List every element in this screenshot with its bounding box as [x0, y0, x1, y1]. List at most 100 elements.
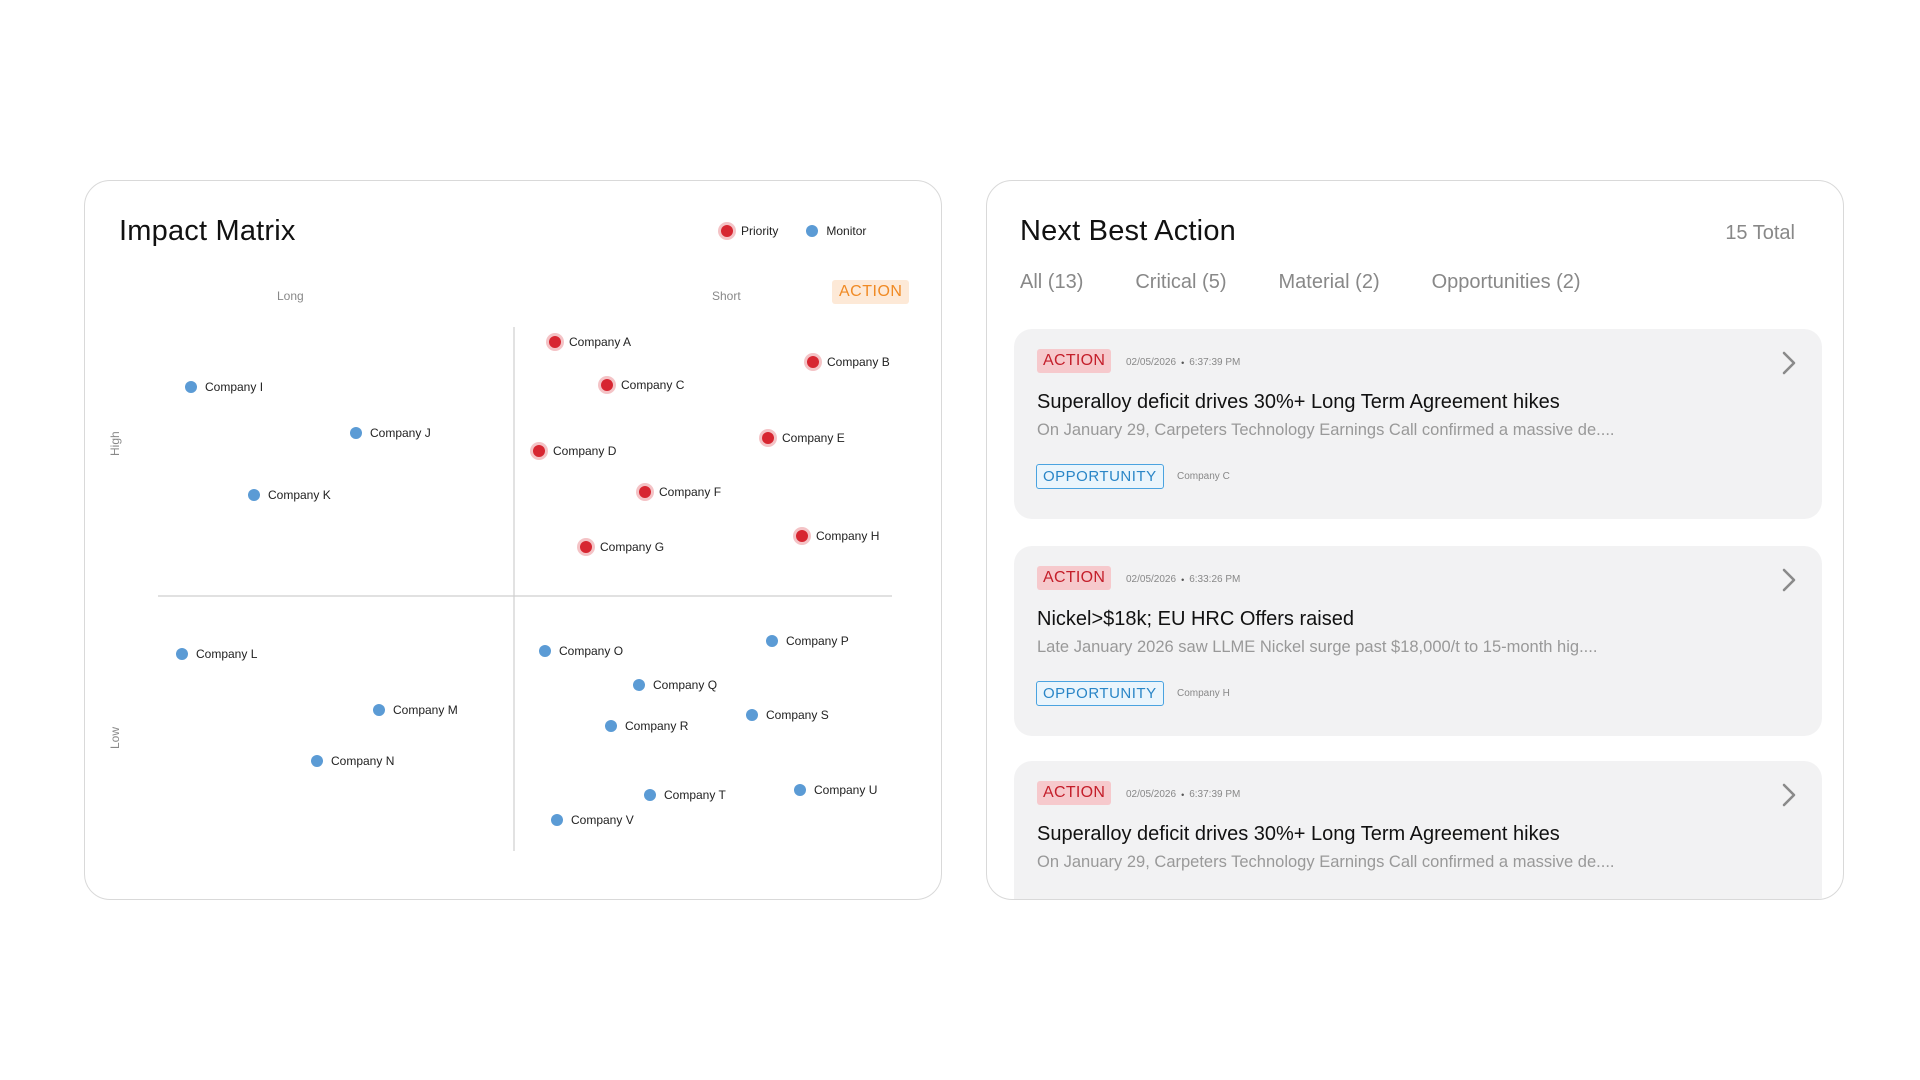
- priority-dot-icon: [796, 530, 808, 542]
- filter-tabs: All (13) Critical (5) Material (2) Oppor…: [1020, 271, 1633, 294]
- matrix-point-monitor[interactable]: Company S: [746, 708, 829, 722]
- impact-matrix-panel: Impact Matrix Priority Monitor Long Shor…: [84, 180, 942, 900]
- matrix-legend: Priority Monitor: [721, 224, 866, 238]
- matrix-point-priority[interactable]: Company E: [762, 431, 845, 445]
- monitor-dot-icon: [766, 635, 778, 647]
- tab-critical[interactable]: Critical (5): [1135, 271, 1227, 293]
- card-headline: Superalloy deficit drives 30%+ Long Term…: [1037, 391, 1560, 413]
- matrix-point-monitor[interactable]: Company Q: [633, 678, 717, 692]
- action-card[interactable]: ACTION 02/05/2026 • 6:33:26 PM Nickel>$1…: [1014, 546, 1822, 736]
- card-date: 02/05/2026: [1126, 789, 1177, 800]
- monitor-dot-icon: [794, 784, 806, 796]
- bullet-separator-icon: •: [1181, 574, 1185, 585]
- matrix-point-label: Company I: [205, 380, 264, 394]
- matrix-point-priority[interactable]: Company C: [601, 378, 684, 392]
- priority-dot-icon: [580, 541, 592, 553]
- matrix-point-monitor[interactable]: Company R: [605, 719, 688, 733]
- monitor-dot-icon: [539, 645, 551, 657]
- matrix-point-monitor[interactable]: Company K: [248, 488, 331, 502]
- matrix-point-label: Company U: [814, 783, 878, 797]
- card-time: 6:33:26 PM: [1189, 574, 1241, 585]
- matrix-point-priority[interactable]: Company F: [639, 485, 721, 499]
- matrix-point-label: Company D: [553, 444, 617, 458]
- priority-dot-icon: [601, 379, 613, 391]
- matrix-point-priority[interactable]: Company G: [580, 540, 664, 554]
- matrix-point-label: Company A: [569, 335, 632, 349]
- matrix-point-monitor[interactable]: Company M: [373, 703, 458, 717]
- action-badge: ACTION: [1037, 349, 1112, 373]
- action-badge: ACTION: [1037, 566, 1112, 590]
- priority-dot-icon: [762, 432, 774, 444]
- legend-monitor: Monitor: [806, 224, 866, 238]
- matrix-point-label: Company P: [786, 634, 849, 648]
- monitor-dot-icon: [644, 789, 656, 801]
- matrix-point-monitor[interactable]: Company J: [350, 426, 431, 440]
- matrix-point-label: Company O: [559, 644, 624, 658]
- total-count: 15 Total: [1725, 222, 1795, 244]
- card-summary: On January 29, Carpeters Technology Earn…: [1037, 853, 1615, 871]
- matrix-point-label: Company C: [621, 378, 685, 392]
- monitor-dot-icon: [605, 720, 617, 732]
- monitor-dot-icon: [746, 709, 758, 721]
- monitor-swatch-icon: [806, 225, 819, 237]
- action-chip[interactable]: ACTION: [832, 280, 910, 304]
- priority-swatch-icon: [721, 225, 733, 237]
- matrix-point-monitor[interactable]: Company I: [185, 380, 263, 394]
- chevron-right-icon[interactable]: [1780, 566, 1798, 594]
- matrix-point-monitor[interactable]: Company O: [539, 644, 623, 658]
- matrix-point-priority[interactable]: Company A: [549, 335, 631, 349]
- monitor-dot-icon: [350, 427, 362, 439]
- legend-monitor-label: Monitor: [826, 224, 867, 238]
- matrix-point-monitor[interactable]: Company L: [176, 647, 257, 661]
- monitor-dot-icon: [633, 679, 645, 691]
- tab-all[interactable]: All (13): [1020, 271, 1084, 293]
- matrix-point-priority[interactable]: Company H: [796, 529, 879, 543]
- quadrant-lines: [158, 327, 892, 851]
- action-card[interactable]: ACTION 02/05/2026 • 6:37:39 PM Superallo…: [1014, 761, 1822, 899]
- card-headline: Nickel>$18k; EU HRC Offers raised: [1037, 608, 1354, 630]
- card-date: 02/05/2026: [1126, 357, 1177, 368]
- card-timestamp: 02/05/2026 • 6:37:39 PM: [1126, 357, 1240, 368]
- matrix-point-label: Company S: [766, 708, 829, 722]
- chevron-right-icon[interactable]: [1780, 781, 1798, 809]
- opportunity-tag: OPPORTUNITY: [1036, 464, 1164, 489]
- monitor-dot-icon: [248, 489, 260, 501]
- bullet-separator-icon: •: [1181, 789, 1185, 800]
- monitor-dot-icon: [311, 755, 323, 767]
- matrix-point-label: Company H: [816, 529, 880, 543]
- matrix-point-label: Company R: [625, 719, 689, 733]
- legend-priority: Priority: [721, 224, 778, 238]
- matrix-point-monitor[interactable]: Company P: [766, 634, 849, 648]
- opportunity-tag: OPPORTUNITY: [1036, 681, 1164, 706]
- matrix-point-priority[interactable]: Company D: [533, 444, 616, 458]
- matrix-point-monitor[interactable]: Company T: [644, 788, 726, 802]
- card-company: Company H: [1177, 688, 1230, 699]
- matrix-point-priority[interactable]: Company B: [807, 355, 890, 369]
- priority-dot-icon: [533, 445, 545, 457]
- card-timestamp: 02/05/2026 • 6:33:26 PM: [1126, 574, 1240, 585]
- matrix-point-label: Company T: [664, 788, 726, 802]
- chevron-right-icon[interactable]: [1780, 349, 1798, 377]
- matrix-point-label: Company N: [331, 754, 395, 768]
- matrix-point-label: Company Q: [653, 678, 718, 692]
- matrix-point-monitor[interactable]: Company U: [794, 783, 877, 797]
- matrix-point-label: Company B: [827, 355, 890, 369]
- card-summary: Late January 2026 saw LLME Nickel surge …: [1037, 638, 1598, 656]
- tab-material[interactable]: Material (2): [1278, 271, 1380, 293]
- axis-label-short: Short: [712, 289, 741, 303]
- bullet-separator-icon: •: [1181, 357, 1185, 368]
- matrix-point-monitor[interactable]: Company N: [311, 754, 394, 768]
- card-timestamp: 02/05/2026 • 6:37:39 PM: [1126, 789, 1240, 800]
- matrix-point-label: Company F: [659, 485, 722, 499]
- matrix-point-monitor[interactable]: Company V: [551, 813, 634, 827]
- matrix-point-label: Company J: [370, 426, 431, 440]
- matrix-point-label: Company V: [571, 813, 634, 827]
- action-card[interactable]: ACTION 02/05/2026 • 6:37:39 PM Superallo…: [1014, 329, 1822, 519]
- card-headline: Superalloy deficit drives 30%+ Long Term…: [1037, 823, 1560, 845]
- card-summary: On January 29, Carpeters Technology Earn…: [1037, 421, 1615, 439]
- next-best-action-panel: Next Best Action 15 Total All (13) Criti…: [986, 180, 1844, 900]
- tab-opportunities[interactable]: Opportunities (2): [1431, 271, 1581, 293]
- monitor-dot-icon: [176, 648, 188, 660]
- matrix-point-label: Company L: [196, 647, 258, 661]
- axis-label-long: Long: [277, 289, 304, 303]
